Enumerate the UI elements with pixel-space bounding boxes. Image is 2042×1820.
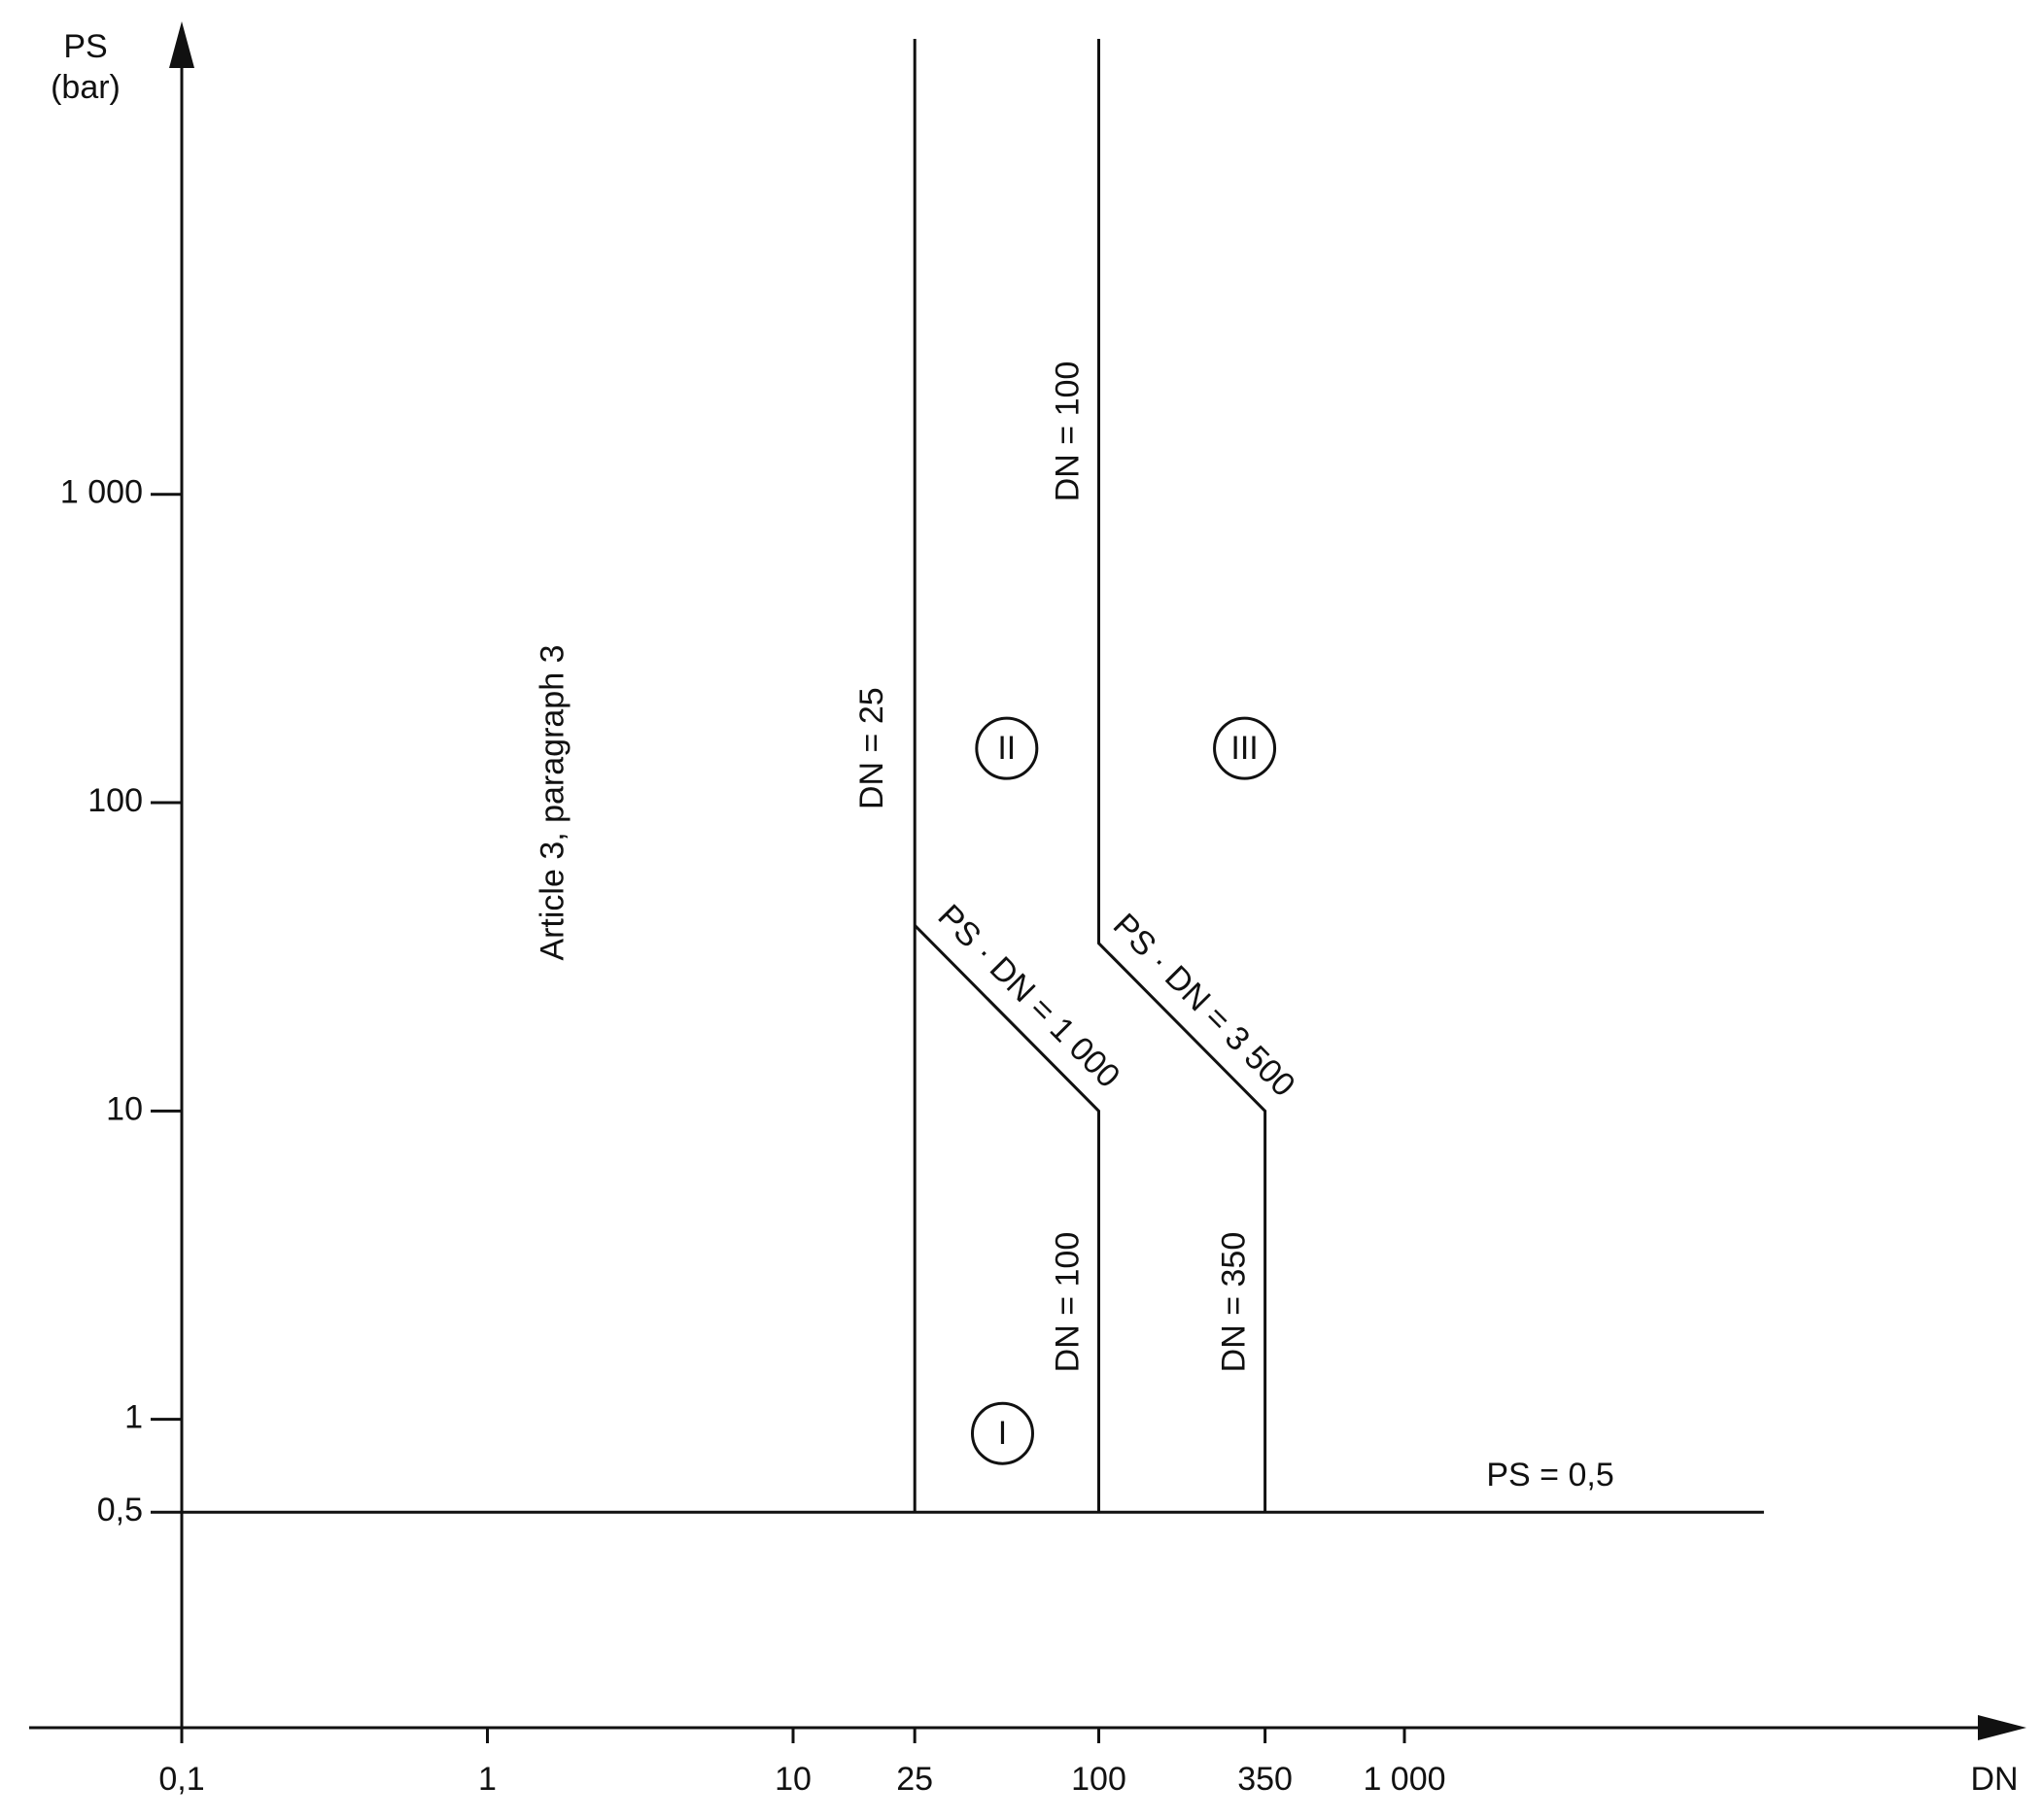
y-tick-label: 1 000	[60, 474, 143, 511]
boundary-line	[914, 924, 1100, 1513]
x-tick-label: 1 000	[1363, 1761, 1445, 1798]
x-axis-label: DN	[1970, 1761, 2018, 1798]
boundary-line	[1097, 39, 1267, 1513]
y-tick-label: 0,5	[97, 1492, 143, 1528]
x-tick-label: 350	[1237, 1761, 1293, 1798]
region-label: II	[997, 730, 1016, 767]
annotation: DN = 350	[1216, 1232, 1253, 1373]
annotation: DN = 100	[1049, 1232, 1086, 1373]
annotation: Article 3, paragraph 3	[535, 645, 571, 961]
y-tick-label: 100	[87, 782, 143, 819]
annotation: PS · DN = 3 500	[1106, 907, 1302, 1104]
y-tick-label: 10	[106, 1090, 143, 1127]
x-tick-label: 25	[896, 1761, 933, 1798]
y-tick-label: 1	[124, 1399, 143, 1436]
region-circle	[975, 716, 1039, 780]
region-circle	[970, 1401, 1034, 1465]
region-circle	[1213, 716, 1277, 780]
y-axis-label: (bar)	[51, 69, 121, 106]
x-tick-label: 0,1	[158, 1761, 204, 1798]
x-axis-arrow	[1978, 1715, 2026, 1740]
annotation: DN = 25	[853, 687, 890, 809]
region-label: III	[1230, 730, 1258, 767]
x-tick-label: 100	[1071, 1761, 1126, 1798]
annotation: PS = 0,5	[1486, 1457, 1613, 1494]
region-label: I	[998, 1415, 1007, 1452]
annotation: DN = 100	[1049, 361, 1086, 502]
x-tick-label: 10	[775, 1761, 812, 1798]
y-axis-arrow	[169, 21, 194, 68]
x-tick-label: 1	[478, 1761, 497, 1798]
y-axis-label: PS	[63, 28, 107, 65]
